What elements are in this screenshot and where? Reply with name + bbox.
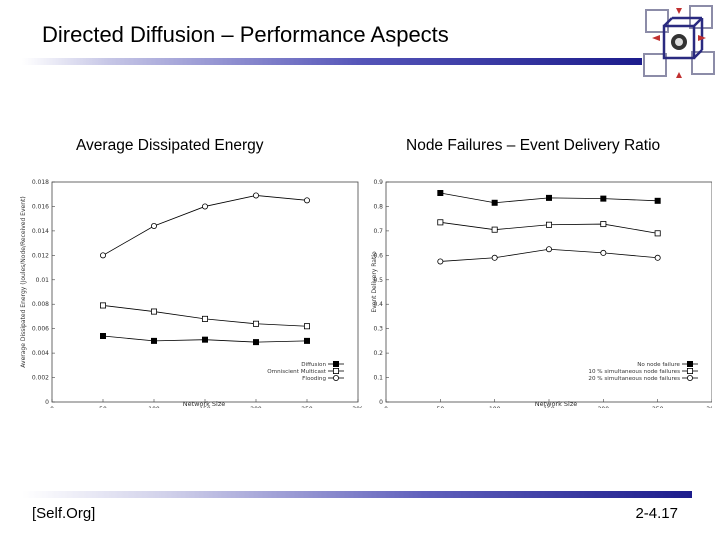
energy-legend-label: Diffusion xyxy=(301,362,326,368)
slide-number: 2-4.17 xyxy=(635,505,678,522)
delivery-y-tick-label: 0.6 xyxy=(373,252,383,259)
delivery-data-point xyxy=(437,258,444,265)
energy-x-tick-label: 100 xyxy=(148,406,160,408)
delivery-y-tick-label: 0.8 xyxy=(373,203,383,210)
delivery-x-axis-label: Network Size xyxy=(535,400,578,408)
delivery-data-point xyxy=(654,254,661,261)
delivery-y-tick-label: 0.1 xyxy=(373,375,383,382)
title-rule xyxy=(22,58,642,65)
slide-title: Directed Diffusion – Performance Aspects xyxy=(42,22,449,47)
delivery-y-tick-label: 0.7 xyxy=(373,228,383,235)
delivery-data-point xyxy=(600,221,607,228)
delivery-legend-marker xyxy=(686,374,693,381)
delivery-y-tick-label: 0.2 xyxy=(373,350,383,357)
energy-y-tick-label: 0.008 xyxy=(32,301,49,308)
energy-x-tick-label: 200 xyxy=(250,406,262,408)
delivery-legend-marker xyxy=(686,367,693,374)
footer-left-text: [Self.Org] xyxy=(32,505,96,522)
delivery-data-point xyxy=(654,230,661,237)
energy-y-axis-label: Average Dissipated Energy (Joules/Node/R… xyxy=(20,196,27,367)
energy-data-point xyxy=(150,308,157,315)
delivery-x-tick-label: 300 xyxy=(706,406,712,408)
energy-data-point xyxy=(303,337,310,344)
delivery-x-tick-label: 250 xyxy=(652,406,664,408)
energy-data-point xyxy=(201,336,208,343)
energy-data-point xyxy=(303,323,310,330)
energy-legend-label: Flooding xyxy=(302,376,326,382)
delivery-y-tick-label: 0.3 xyxy=(373,326,383,333)
energy-data-point xyxy=(150,223,157,230)
energy-series-line-1 xyxy=(102,305,308,327)
energy-legend-label: Omniscient Multicast xyxy=(267,369,327,375)
delivery-y-tick-label: 0 xyxy=(379,399,383,406)
delivery-x-tick-label: 150 xyxy=(543,406,555,408)
delivery-x-tick-label: 50 xyxy=(437,406,445,408)
energy-y-tick-label: 0.002 xyxy=(32,375,49,382)
delivery-data-point xyxy=(600,249,607,256)
energy-x-tick-label: 50 xyxy=(99,406,107,408)
delivery-data-point xyxy=(545,246,552,253)
delivery-legend-label: 10 % simultaneous node failures xyxy=(588,369,680,375)
energy-y-tick-label: 0.004 xyxy=(32,350,49,357)
delivery-data-point xyxy=(491,254,498,261)
energy-y-tick-label: 0.018 xyxy=(32,179,49,186)
energy-data-point xyxy=(150,337,157,344)
delivery-x-tick-label: 0 xyxy=(384,406,388,408)
delivery-data-point xyxy=(491,199,498,206)
footer-rule xyxy=(22,491,692,498)
energy-data-point xyxy=(201,315,208,322)
delivery-chart: Event Delivery Ratio Network Size 0 50 100… xyxy=(371,179,712,408)
delivery-data-point xyxy=(654,197,661,204)
delivery-y-tick-label: 0.5 xyxy=(373,277,383,284)
energy-legend-marker xyxy=(332,367,339,374)
energy-legend-marker xyxy=(332,360,339,367)
energy-x-tick-label: 150 xyxy=(199,406,211,408)
delivery-y-axis-label: Event Delivery Ratio xyxy=(371,251,378,313)
energy-data-point xyxy=(303,197,310,204)
energy-data-point xyxy=(201,203,208,210)
energy-chart: Average Dissipated Energy (Joules/Node/R… xyxy=(20,179,362,408)
delivery-data-point xyxy=(491,226,498,233)
energy-data-point xyxy=(252,339,259,346)
energy-data-point xyxy=(100,252,107,259)
energy-y-tick-label: 0.006 xyxy=(32,326,49,333)
delivery-x-tick-label: 200 xyxy=(598,406,610,408)
delivery-chart-heading: Node Failures – Event Delivery Ratio xyxy=(406,137,661,154)
energy-data-point xyxy=(252,192,259,199)
delivery-data-point xyxy=(545,194,552,201)
energy-y-tick-label: 0.014 xyxy=(32,228,49,235)
delivery-legend-label: 20 % simultaneous node failures xyxy=(588,376,680,382)
delivery-data-point xyxy=(600,195,607,202)
energy-y-tick-label: 0.012 xyxy=(32,252,49,259)
delivery-legend-marker xyxy=(686,360,693,367)
energy-legend-marker xyxy=(332,374,339,381)
energy-x-tick-label: 250 xyxy=(301,406,313,408)
university-logo xyxy=(643,5,715,78)
energy-chart-heading: Average Dissipated Energy xyxy=(76,137,264,154)
energy-data-point xyxy=(252,320,259,327)
delivery-data-point xyxy=(437,219,444,226)
energy-data-point xyxy=(100,302,107,309)
energy-y-tick-label: 0.01 xyxy=(36,277,50,284)
delivery-y-tick-label: 0.9 xyxy=(373,179,383,186)
delivery-y-tick-label: 0.4 xyxy=(373,301,383,308)
energy-y-tick-label: 0.016 xyxy=(32,203,49,210)
energy-x-tick-label: 0 xyxy=(50,406,54,408)
delivery-data-point xyxy=(545,221,552,228)
delivery-data-point xyxy=(437,189,444,196)
energy-x-axis-label: Network Size xyxy=(183,400,226,408)
energy-data-point xyxy=(100,332,107,339)
delivery-x-tick-label: 100 xyxy=(489,406,501,408)
energy-y-tick-label: 0 xyxy=(45,399,49,406)
delivery-legend-label: No node failure xyxy=(637,362,680,368)
energy-x-tick-label: 300 xyxy=(352,406,362,408)
